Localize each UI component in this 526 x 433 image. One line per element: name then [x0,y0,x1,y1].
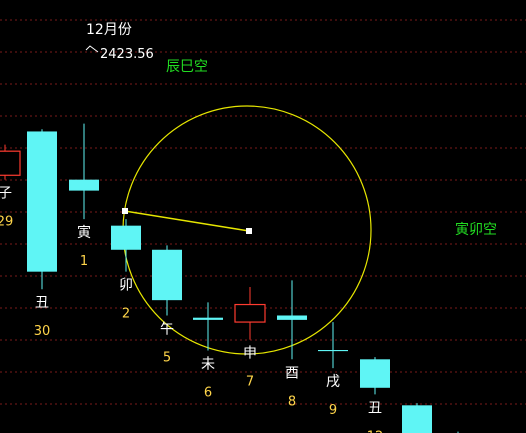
annotation-chen-si-kong: 辰巳空 [166,59,208,75]
candle-index-label: 30 [34,324,51,339]
candle-index-label: 12 [367,429,384,433]
candle-index-label: 6 [204,386,212,401]
candle-branch-label: 丑 [368,400,382,416]
candle-index-label: 7 [246,375,254,390]
candle-body [111,225,141,250]
candle-branch-label: 酉 [285,365,299,381]
candle-index-label: 9 [329,403,337,418]
candle-body [69,179,99,191]
candle-body [27,131,57,272]
candle-body [193,317,223,320]
trend-line-end-handle [246,228,252,234]
candle-index-label: 29 [0,215,13,230]
candle-body [277,315,307,320]
candle-index-label: 2 [122,307,130,322]
candle-branch-label: 申 [243,346,257,362]
candle-branch-label: 未 [201,357,215,373]
candle-branch-label: 戌 [326,374,340,390]
candle-branch-label: 卯 [119,278,133,294]
candle-body [0,150,21,176]
candles-layer [0,123,459,433]
candle-index-label: 1 [80,254,88,269]
month-label: 12月份 [86,22,132,38]
high-price-arrow [85,45,99,53]
high-price-label: 2423.56 [100,47,154,62]
candle-branch-label: 丑 [35,295,49,311]
candle-branch-label: 子 [0,186,12,202]
trend-line-start-handle [122,208,128,214]
candle-index-label: 5 [163,350,171,365]
candle-branch-label: 寅 [77,224,91,241]
candle-index-label: 8 [288,394,296,409]
labels-layer: 子29丑30寅1卯2午5未6申7酉8戌9丑12寅13卯14辰 [0,186,384,433]
candle-branch-label: 午 [160,321,174,337]
candle-body [360,359,390,388]
candle-body [234,303,266,323]
annotation-yin-mao-kong: 寅卯空 [455,221,497,238]
trend-line [124,210,250,232]
candle-body [152,249,182,301]
candle-body [402,405,432,433]
